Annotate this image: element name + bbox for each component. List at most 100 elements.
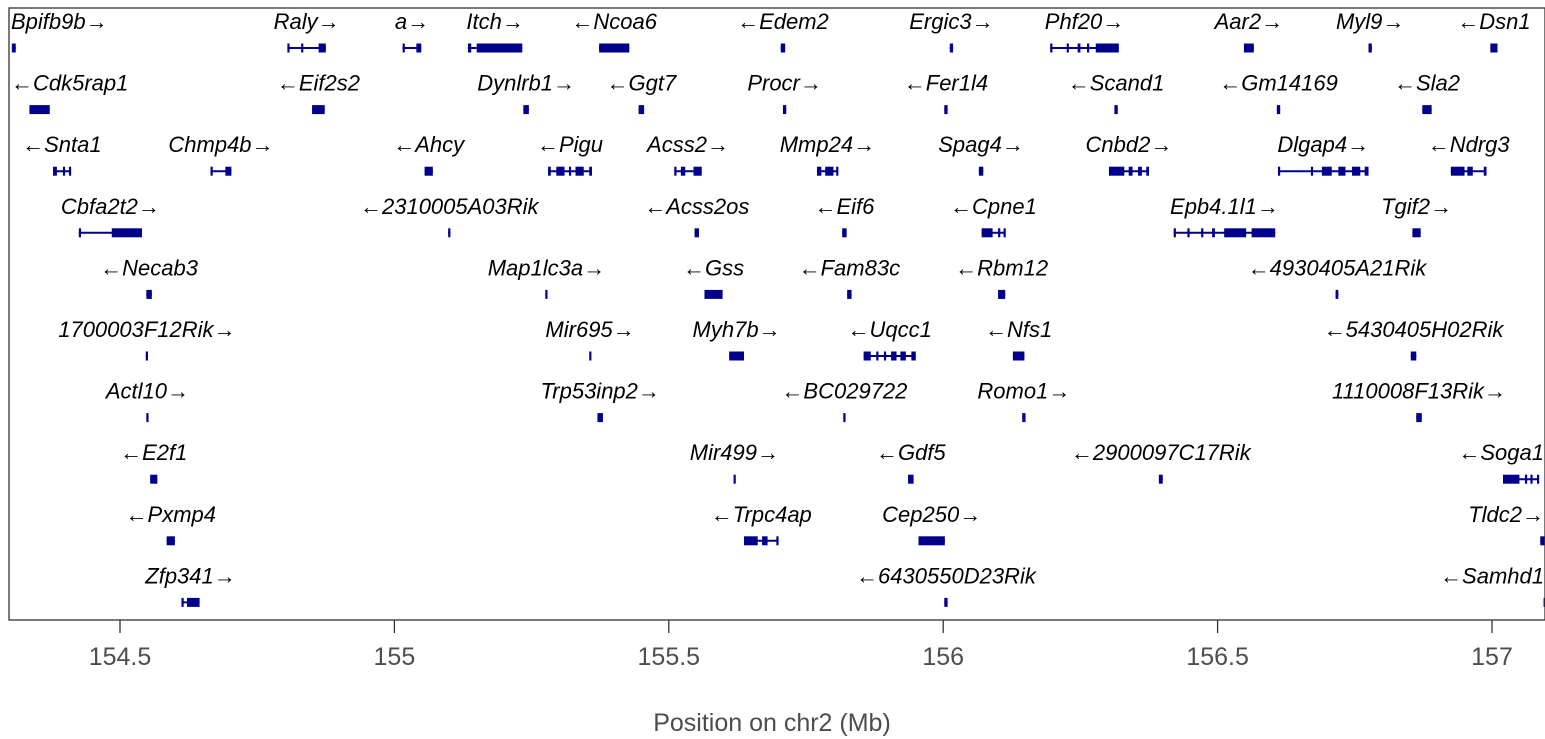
gene-exon <box>911 351 916 361</box>
x-tick-label: 156.5 <box>1186 643 1249 671</box>
gene-exon <box>318 43 326 53</box>
gene-label: Actl10→ <box>104 379 189 404</box>
gene-cdk5rap1: ←Cdk5rap1 <box>11 71 128 115</box>
gene-acss2os: ←Acss2os <box>644 194 749 238</box>
gene-pigu: ←Pigu <box>537 132 603 176</box>
gene-exon <box>1158 474 1163 484</box>
gene-dlgap4: Dlgap4→ <box>1277 132 1369 176</box>
gene-exon <box>548 166 551 176</box>
gene-exon <box>1543 597 1545 607</box>
plot-frame <box>8 7 1545 621</box>
gene-ncoa6: ←Ncoa6 <box>571 9 658 53</box>
gene-pxmp4: ←Pxmp4 <box>126 502 216 546</box>
gene-exon <box>312 105 325 115</box>
gene-exon <box>680 166 686 176</box>
gene-ergic3: Ergic3→ <box>909 9 994 53</box>
gene-exon <box>416 43 422 53</box>
gene-exon <box>1022 413 1026 423</box>
gene-exon <box>1187 228 1190 238</box>
gene-exon <box>1335 289 1339 299</box>
gene-phf20: Phf20→ <box>1045 9 1124 53</box>
gene-label: Myl9→ <box>1336 9 1404 34</box>
gene-label: ←Uqcc1 <box>848 317 932 342</box>
gene-exon <box>762 536 768 546</box>
gene-snta1: ←Snta1 <box>22 132 102 176</box>
gene-trpc4ap: ←Trpc4ap <box>711 502 812 546</box>
gene-label: a→ <box>395 9 429 34</box>
gene-label: Itch→ <box>466 9 523 34</box>
gene-procr: Procr→ <box>747 71 822 115</box>
gene-eif6: ←Eif6 <box>814 194 875 238</box>
gene-exon <box>1173 228 1176 238</box>
gene-cbfa2t2: Cbfa2t2→ <box>61 194 160 238</box>
gene-exon <box>1502 474 1520 484</box>
gene-label: ←4930405A21Rik <box>1248 255 1428 280</box>
gene-exon <box>843 413 846 423</box>
gene-exon <box>1310 166 1314 176</box>
gene-exon <box>523 105 529 115</box>
gene-exon <box>1410 351 1417 361</box>
gene-exon <box>900 351 906 361</box>
gene-exon <box>1467 166 1473 176</box>
gene-exon <box>575 166 584 176</box>
gene-ggt7: ←Ggt7 <box>607 71 677 115</box>
x-axis: 154.5 155 155.5 156 156.5 157 <box>89 620 1513 671</box>
gene-label: ←Ggt7 <box>607 71 677 96</box>
gene-exon <box>825 166 834 176</box>
gene-exon <box>1146 166 1149 176</box>
gene-exon <box>704 289 723 299</box>
gene-label: ←Cpne1 <box>950 194 1037 219</box>
gene-label: ←Necab3 <box>100 255 199 280</box>
genes-layer: Bpifb9b→ Raly→ a→ Itch→ ←Ncoa6 ←Edem2 Ergic3→ P… <box>11 9 1545 607</box>
gene-label: Ergic3→ <box>909 9 993 34</box>
gene-exon <box>883 351 887 361</box>
gene-gdf5: ←Gdf5 <box>876 440 946 484</box>
gene-exon <box>1338 166 1346 176</box>
gene-exon <box>1251 228 1276 238</box>
gene-label: ←Dsn1 <box>1457 9 1530 34</box>
gene-exon <box>1066 43 1069 53</box>
gene-exon <box>998 228 1001 238</box>
gene-sla2: ←Sla2 <box>1394 71 1460 115</box>
gene-exon <box>944 597 948 607</box>
gene-exon <box>776 536 779 546</box>
gene-ndrg3: ←Ndrg3 <box>1428 132 1510 176</box>
x-tick-label: 156 <box>922 643 964 671</box>
gene-label: Zfp341→ <box>144 563 236 588</box>
gene-label: ←Eif6 <box>814 194 875 219</box>
gene-exon <box>1086 43 1090 53</box>
gene-tldc2: Tldc2→ <box>1468 502 1545 546</box>
gene-2900097c17rik: ←2900097C17Rik <box>1071 440 1252 484</box>
gene-exon <box>476 43 523 53</box>
gene-exon <box>1422 105 1432 115</box>
gene-label: Mir695→ <box>545 317 634 342</box>
gene-exon <box>733 474 736 484</box>
gene-exon <box>842 228 847 238</box>
gene-label: ←Samhd1 <box>1440 563 1544 588</box>
gene-exon <box>1364 166 1369 176</box>
gene-fer1l4: ←Fer1l4 <box>904 71 988 115</box>
gene-exon <box>876 351 879 361</box>
gene-label: 1700003F12Rik→ <box>58 317 235 342</box>
gene-1110008f13rik: 1110008F13Rik→ <box>1332 379 1506 423</box>
gene-label: Tgif2→ <box>1381 194 1452 219</box>
gene-label: ←2310005A03Rik <box>360 194 540 219</box>
gene-rbm12: ←Rbm12 <box>955 255 1048 299</box>
gene-itch: Itch→ <box>466 9 524 53</box>
gene-exon <box>1108 166 1125 176</box>
gene-exon <box>424 166 433 176</box>
gene-exon <box>1416 413 1422 423</box>
gene-exon <box>29 105 50 115</box>
gene-zfp341: Zfp341→ <box>144 563 236 607</box>
gene-label: Myh7b→ <box>693 317 781 342</box>
gene-ahcy: ←Ahcy <box>393 132 466 176</box>
gene-label: Map1lc3a→ <box>488 255 605 280</box>
gene-trp53inp2: Trp53inp2→ <box>540 379 660 423</box>
gene-exon <box>1003 228 1006 238</box>
gene-label: Bpifb9b→ <box>11 9 108 34</box>
gene-exon <box>918 536 945 546</box>
gene-label: ←Nfs1 <box>985 317 1052 342</box>
gene-exon <box>908 474 914 484</box>
gene-gm14169: ←Gm14169 <box>1219 71 1338 115</box>
gene-label: Dynlrb1→ <box>477 71 575 96</box>
